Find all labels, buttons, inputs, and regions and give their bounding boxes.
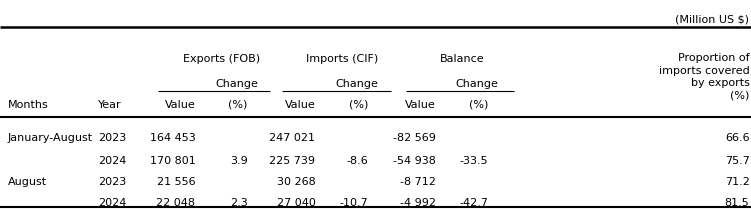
Text: Value: Value xyxy=(405,99,436,110)
Text: -10.7: -10.7 xyxy=(339,198,368,208)
Text: 3.9: 3.9 xyxy=(230,156,248,166)
Text: 71.2: 71.2 xyxy=(725,177,749,187)
Text: 2.3: 2.3 xyxy=(230,198,248,208)
Text: January-August: January-August xyxy=(8,133,92,143)
Text: -42.7: -42.7 xyxy=(459,198,488,208)
Text: Value: Value xyxy=(164,99,195,110)
Text: 225 739: 225 739 xyxy=(270,156,315,166)
Text: -4 992: -4 992 xyxy=(400,198,436,208)
Text: Exports (FOB): Exports (FOB) xyxy=(183,54,260,64)
Text: -8.6: -8.6 xyxy=(346,156,368,166)
Text: 66.6: 66.6 xyxy=(725,133,749,143)
Text: (Million US $): (Million US $) xyxy=(675,15,749,25)
Text: 2023: 2023 xyxy=(98,177,126,187)
Text: 170 801: 170 801 xyxy=(149,156,195,166)
Text: 2024: 2024 xyxy=(98,156,126,166)
Text: Proportion of
imports covered
by exports
(%): Proportion of imports covered by exports… xyxy=(659,53,749,100)
Text: Change: Change xyxy=(335,79,379,89)
Text: Change: Change xyxy=(455,79,499,89)
Text: -54 938: -54 938 xyxy=(393,156,436,166)
Text: 75.7: 75.7 xyxy=(725,156,749,166)
Text: 81.5: 81.5 xyxy=(725,198,749,208)
Text: -82 569: -82 569 xyxy=(393,133,436,143)
Text: (%): (%) xyxy=(469,99,488,110)
Text: 30 268: 30 268 xyxy=(276,177,315,187)
Text: Balance: Balance xyxy=(439,54,484,64)
Text: -8 712: -8 712 xyxy=(400,177,436,187)
Text: 2023: 2023 xyxy=(98,133,126,143)
Text: 27 040: 27 040 xyxy=(276,198,315,208)
Text: (%): (%) xyxy=(348,99,368,110)
Text: -33.5: -33.5 xyxy=(460,156,488,166)
Text: (%): (%) xyxy=(228,99,248,110)
Text: August: August xyxy=(8,177,47,187)
Text: 164 453: 164 453 xyxy=(149,133,195,143)
Text: 22 048: 22 048 xyxy=(156,198,195,208)
Text: 2024: 2024 xyxy=(98,198,126,208)
Text: Imports (CIF): Imports (CIF) xyxy=(306,54,378,64)
Text: Year: Year xyxy=(98,99,121,110)
Text: 247 021: 247 021 xyxy=(270,133,315,143)
Text: Months: Months xyxy=(8,99,48,110)
Text: 21 556: 21 556 xyxy=(157,177,195,187)
Text: Value: Value xyxy=(285,99,315,110)
Text: Change: Change xyxy=(215,79,258,89)
